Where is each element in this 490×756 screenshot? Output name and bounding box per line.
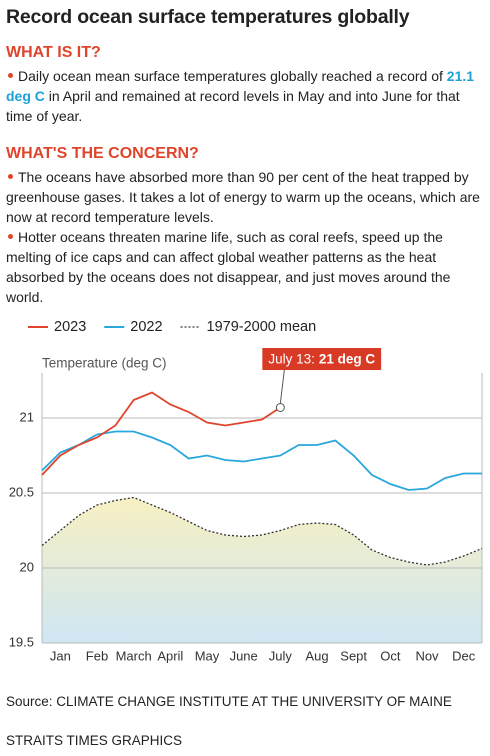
bullet: Hotter oceans threaten marine life, such… bbox=[6, 227, 484, 307]
leader-line bbox=[279, 369, 285, 404]
x-tick-label: Feb bbox=[86, 648, 108, 663]
highlight: 21.1 deg C bbox=[6, 68, 475, 104]
legend-label: 2023 bbox=[54, 319, 86, 335]
y-tick-label: 20 bbox=[20, 559, 34, 574]
section: WHAT IS IT? Daily ocean mean surface temp… bbox=[6, 44, 484, 126]
x-tick-label: Aug bbox=[305, 648, 328, 663]
x-tick-label: May bbox=[195, 648, 220, 663]
line bbox=[41, 496, 483, 566]
line bbox=[41, 430, 482, 491]
line bbox=[41, 391, 281, 476]
area bbox=[42, 497, 482, 643]
x-tick-label: April bbox=[157, 648, 183, 663]
x-tick-label: Dec bbox=[452, 648, 476, 663]
y-tick-label: 19.5 bbox=[9, 634, 34, 649]
y-axis-label: Temperature (deg C) bbox=[42, 356, 167, 371]
bullet-text: in April and remained at record levels i… bbox=[6, 88, 460, 124]
section: WHAT'S THE CONCERN? The oceans have absor… bbox=[6, 145, 484, 307]
legend-label: 2022 bbox=[130, 319, 162, 335]
annotation-box bbox=[262, 348, 382, 370]
bullet-text: The oceans have absorbed more than 90 pe… bbox=[6, 169, 480, 225]
x-tick-label: Jan bbox=[50, 648, 71, 663]
x-tick-label: June bbox=[230, 648, 258, 663]
annotation-text: July 13: 21 deg C bbox=[268, 351, 375, 366]
y-tick-label: 20.5 bbox=[9, 484, 34, 499]
bullet: Daily ocean mean surface temperatures gl… bbox=[6, 66, 484, 126]
source: Source: CLIMATE CHANGE INSTITUTE AT THE … bbox=[6, 694, 452, 709]
y-tick-label: 21 bbox=[20, 409, 34, 424]
credit: STRAITS TIMES GRAPHICS bbox=[6, 733, 183, 748]
bullet-dot bbox=[8, 174, 13, 180]
x-tick-label: Nov bbox=[415, 648, 439, 663]
bullet-dot bbox=[8, 73, 13, 79]
x-tick-label: Sept bbox=[340, 648, 367, 663]
annotation-label: July 13: bbox=[268, 351, 315, 366]
legend-label: 1979-2000 mean bbox=[207, 319, 317, 335]
x-tick-label: March bbox=[116, 648, 152, 663]
bullet: The oceans have absorbed more than 90 pe… bbox=[6, 167, 484, 227]
annotation-point bbox=[275, 403, 285, 412]
x-tick-label: Oct bbox=[380, 648, 401, 663]
section-heading: WHAT IS IT? bbox=[6, 44, 101, 61]
bullet-text: Daily ocean mean surface temperatures gl… bbox=[18, 68, 447, 84]
annotation-value: 21 deg C bbox=[319, 351, 376, 366]
section-heading: WHAT'S THE CONCERN? bbox=[6, 145, 199, 162]
title: Record ocean surface temperatures global… bbox=[6, 6, 410, 28]
bullet-text: Hotter oceans threaten marine life, such… bbox=[6, 229, 451, 305]
x-tick-label: July bbox=[269, 648, 293, 663]
bullet-dot bbox=[8, 234, 13, 240]
chart: Temperature (deg C) 2023 2022 1979-2000 me… bbox=[9, 319, 483, 663]
